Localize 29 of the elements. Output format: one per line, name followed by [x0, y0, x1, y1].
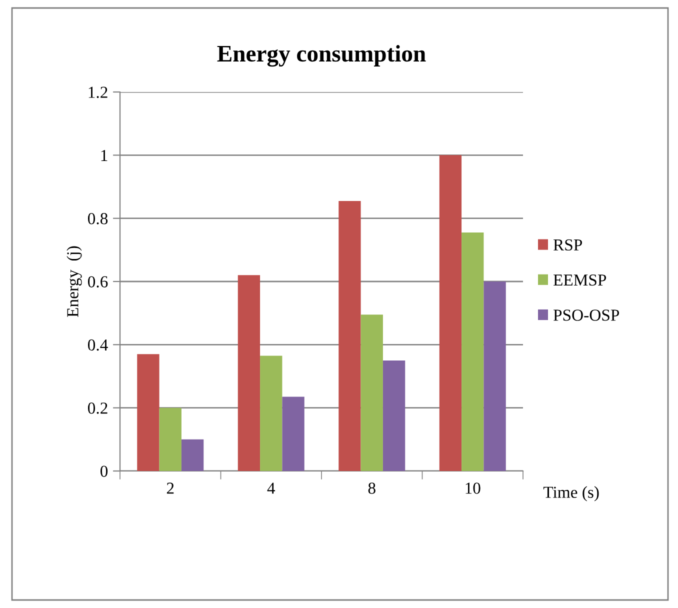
x-tick-label: 4 [267, 482, 276, 494]
y-axis-title: Energy (j) [66, 246, 82, 317]
x-tick-label: 10 [466, 482, 480, 494]
legend-label: RSP [553, 239, 582, 251]
bar [484, 282, 506, 471]
bar [238, 275, 260, 471]
y-tick-label: 0 [100, 466, 108, 477]
chart-title: Energy consumption [217, 45, 426, 67]
legend-label: EEMSP [553, 274, 606, 286]
x-tick-label: 8 [368, 482, 376, 494]
y-tick-label: 1 [101, 150, 108, 161]
bar [260, 356, 282, 471]
bar [159, 408, 182, 471]
x-tick-label: 2 [166, 482, 174, 494]
legend-label: PSO-OSP [553, 310, 620, 321]
bar [462, 232, 484, 471]
bar [382, 360, 406, 471]
x-axis-title: Time (s) [543, 486, 599, 502]
y-tick-label: 0.6 [88, 276, 108, 288]
bar [181, 439, 204, 471]
y-tick-label: 0.2 [88, 402, 108, 414]
y-tick-label: 0.8 [88, 213, 108, 224]
y-tick-label: 0.4 [88, 339, 108, 351]
bar [338, 200, 361, 471]
bar [137, 354, 160, 471]
bar [282, 396, 304, 471]
bar [360, 314, 383, 471]
bar [439, 155, 462, 471]
y-tick-label: 1.2 [88, 86, 108, 98]
